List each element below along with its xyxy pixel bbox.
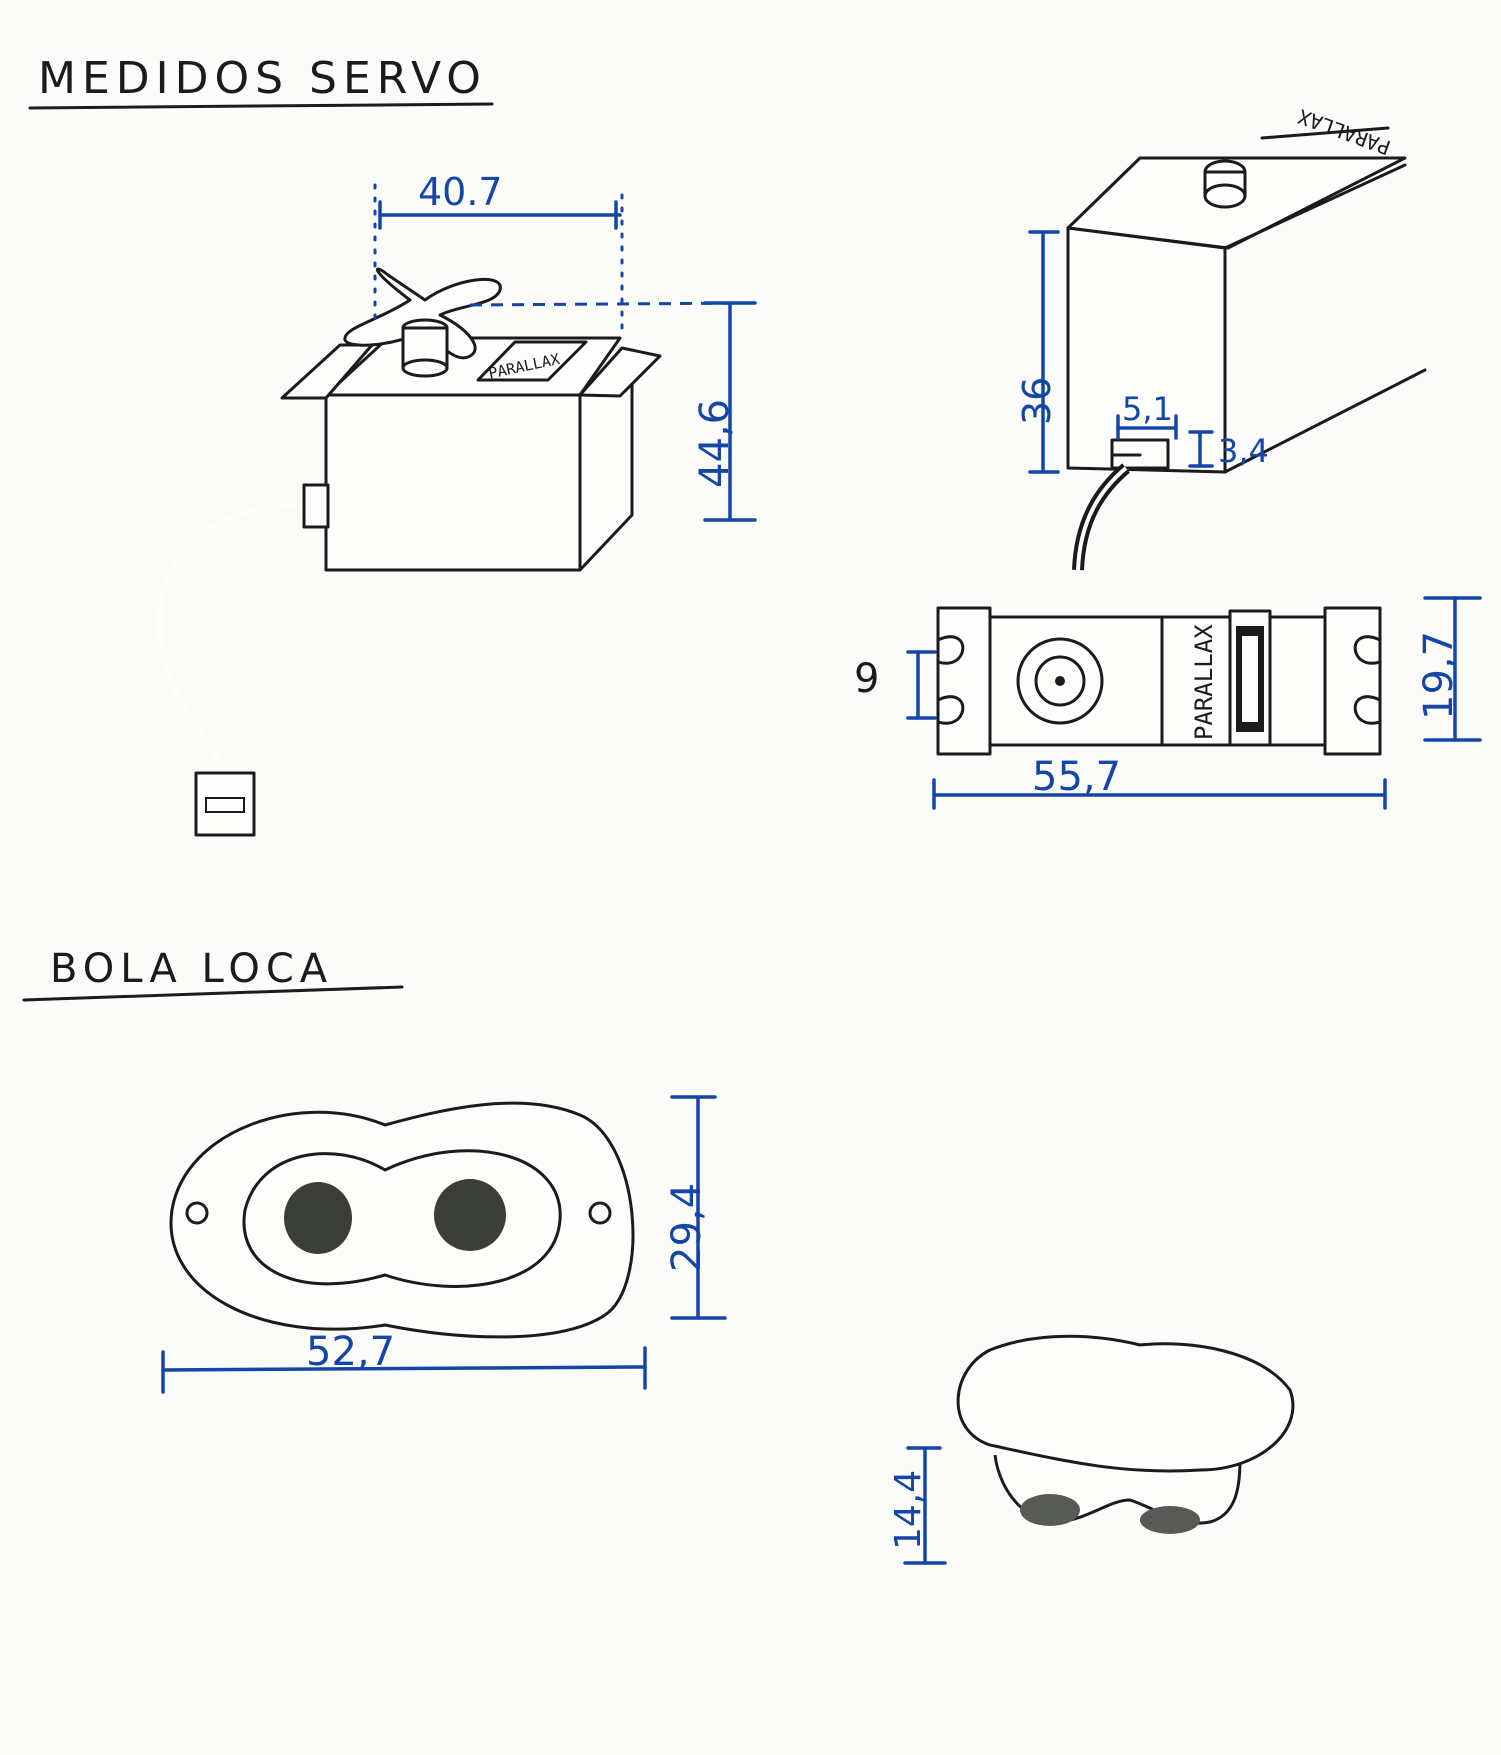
ball-caster-top-drawing bbox=[169, 1101, 635, 1339]
servo-length-label: 55,7 bbox=[1032, 754, 1121, 800]
servo-depth-label: 19,7 bbox=[1416, 631, 1462, 720]
ball-title-underline bbox=[22, 985, 404, 1002]
servo-top-view-drawing: PARALLAX bbox=[936, 606, 1382, 756]
ball-side-left bbox=[1020, 1494, 1080, 1526]
servo-tab-dimension: 9 bbox=[854, 650, 937, 720]
servo-connector-width-dimension: 5,1 bbox=[1116, 390, 1178, 440]
ball-mount-hole-left bbox=[185, 1201, 209, 1225]
servo-isometric-drawing: PARALLAX bbox=[156, 267, 662, 837]
servo-depth-dimension: 19,7 bbox=[1416, 596, 1482, 742]
servo-section-title: MEDIDOS SERVO bbox=[38, 53, 487, 104]
ball-side-right bbox=[1140, 1506, 1200, 1534]
servo-height-dimension: 44,6 bbox=[469, 301, 757, 522]
ball-left bbox=[284, 1182, 352, 1254]
ball-height-dimension: 29,4 bbox=[664, 1095, 727, 1320]
servo-side-height-label: 36 bbox=[1015, 377, 1059, 425]
servo-title-underline bbox=[28, 102, 494, 110]
ball-caster-side-drawing bbox=[956, 1334, 1295, 1534]
ball-mount-hole-right bbox=[588, 1201, 612, 1225]
servo-height-label: 44,6 bbox=[692, 399, 738, 488]
servo-width-label: 40.7 bbox=[418, 170, 503, 214]
ball-right bbox=[434, 1179, 506, 1251]
servo-width-dimension: 40.7 bbox=[373, 170, 624, 332]
ball-length-label: 52,7 bbox=[306, 1329, 395, 1375]
servo-side-drawing: PARALLAX bbox=[1066, 104, 1427, 571]
servo-output-gear bbox=[1016, 637, 1104, 725]
servo-brand-label-top: PARALLAX bbox=[1190, 624, 1218, 740]
ball-length-dimension: 52,7 bbox=[161, 1329, 647, 1394]
servo-connector-height-label: 3,4 bbox=[1218, 432, 1269, 470]
servo-tab-label: 9 bbox=[854, 656, 879, 702]
ball-side-height-label: 14,4 bbox=[888, 1470, 929, 1550]
ball-height-label: 29,4 bbox=[664, 1183, 710, 1272]
servo-connector-height-dimension: 3,4 bbox=[1188, 430, 1269, 470]
ball-section-title: BOLA LOCA bbox=[50, 946, 333, 992]
servo-horn bbox=[343, 267, 502, 360]
servo-length-dimension: 55,7 bbox=[932, 754, 1387, 810]
servo-side-height-dimension: 36 bbox=[1015, 230, 1060, 474]
servo-connector-width-label: 5,1 bbox=[1122, 390, 1173, 428]
ball-side-height-dimension: 14,4 bbox=[888, 1446, 947, 1565]
